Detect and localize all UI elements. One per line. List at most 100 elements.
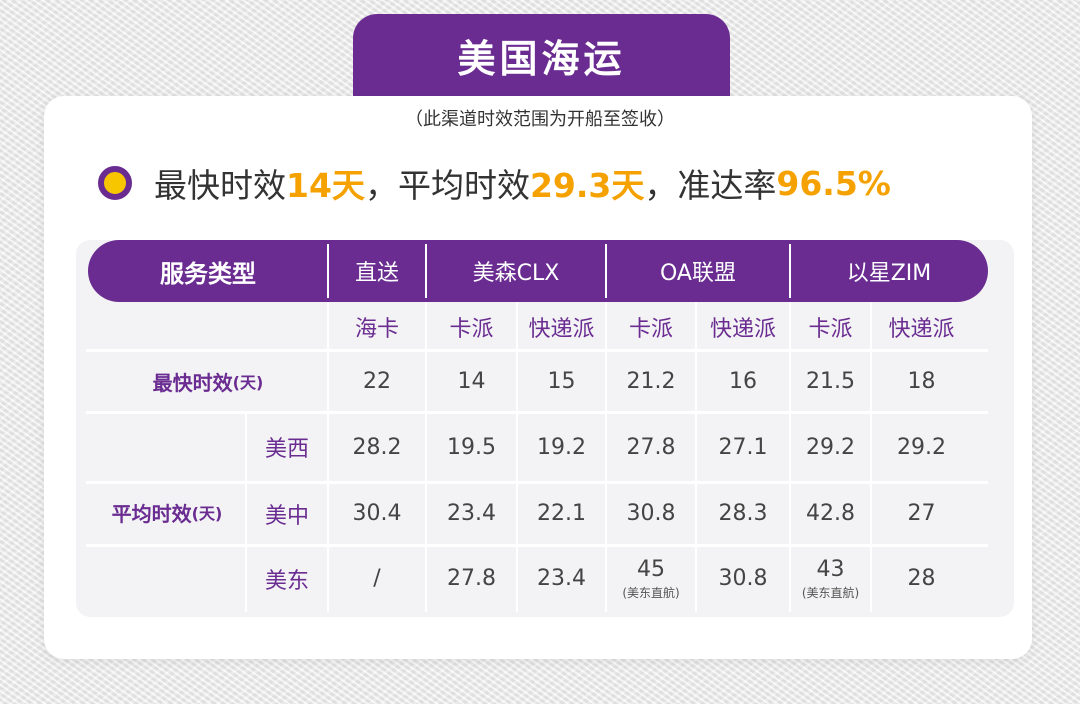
- header-divider: [605, 244, 607, 298]
- header-cell: 美森CLX: [472, 261, 560, 286]
- fastest-value-cell: 15: [547, 368, 576, 394]
- header-cell: 服务类型: [160, 259, 256, 288]
- row-label-unit: (天): [191, 504, 223, 523]
- value-text: 29.2: [897, 434, 946, 460]
- row-divider: [86, 411, 988, 414]
- value-text: 45: [637, 556, 665, 582]
- value-text: 27.1: [718, 434, 768, 460]
- fastest-value-cell: 21.2: [626, 368, 676, 394]
- average-value-cell: 28.3: [696, 482, 790, 545]
- value-text: 28.2: [352, 434, 402, 460]
- fastest-value-cell: 22: [363, 368, 391, 394]
- subheader-cell: 卡派: [449, 317, 494, 342]
- average-value-cell: 30.8: [606, 482, 696, 545]
- column-divider: [425, 302, 427, 612]
- fastest-value-cell: 16: [729, 368, 757, 394]
- average-value-cell: 23.4: [426, 482, 517, 545]
- value-text: 43: [816, 556, 845, 582]
- subheader-cell: 快递派: [709, 317, 776, 342]
- value-text: 42.8: [806, 501, 855, 526]
- column-divider: [605, 302, 607, 612]
- average-value-cell: 19.5: [426, 412, 517, 482]
- bullet-icon: [98, 166, 132, 200]
- row-label-average: 平均时效 (天): [88, 412, 246, 612]
- value-text: 30.8: [626, 501, 676, 526]
- summary-average-value: 29.3天: [529, 166, 645, 205]
- region-label: 美西: [264, 437, 309, 462]
- average-value-cell: 28: [871, 545, 972, 612]
- subheader-cell: 快递派: [888, 317, 955, 342]
- value-text: 23.4: [447, 501, 496, 526]
- column-divider: [245, 412, 247, 612]
- row-label-unit: (天): [232, 373, 264, 392]
- value-note: (美东直航): [622, 585, 680, 600]
- column-divider: [789, 302, 791, 612]
- row-divider: [86, 349, 988, 352]
- subheader-cell: 快递派: [528, 317, 595, 342]
- average-value-cell: 43 (美东直航): [790, 545, 871, 612]
- value-text: 28: [907, 566, 936, 591]
- value-text: 19.2: [537, 434, 586, 460]
- row-label-fastest: 最快时效 (天): [88, 350, 328, 412]
- subtitle: （此渠道时效范围为开船至签收）: [405, 109, 675, 130]
- value-note: (美东直航): [801, 585, 860, 600]
- column-divider: [327, 302, 329, 612]
- header-cell: 直送: [354, 261, 399, 286]
- transit-time-table: 服务类型 直送 美森CLX OA联盟 以星ZIM 海卡 卡派 快递派 卡派 快递派 卡派 快递派最快时…: [76, 240, 1014, 617]
- value-text: 27.8: [447, 566, 496, 591]
- summary-average-label: ，平均时效: [364, 166, 530, 205]
- column-divider: [870, 302, 872, 612]
- header-divider: [327, 244, 329, 298]
- page-title: 美国海运: [353, 14, 730, 96]
- subheader-cell: 卡派: [628, 317, 673, 342]
- summary-line: 最快时效 14天 ，平均时效 29.3天 ，准达率 96.5%: [98, 160, 891, 206]
- average-value-cell: 45 (美东直航): [606, 545, 696, 612]
- value-text: 30.4: [352, 501, 402, 526]
- row-label-text: 最快时效: [152, 370, 233, 395]
- header-divider: [425, 244, 427, 298]
- value-text: 28.3: [718, 501, 768, 526]
- summary-rate-value: 96.5%: [776, 163, 891, 203]
- column-divider: [516, 302, 518, 612]
- table-header-bar: [88, 240, 988, 302]
- summary-fastest-label: 最快时效: [154, 166, 286, 205]
- average-value-cell: 30.4: [328, 482, 426, 545]
- average-value-cell: 27.8: [606, 412, 696, 482]
- average-value-cell: 42.8: [790, 482, 871, 545]
- average-value-cell: 30.8: [696, 545, 790, 612]
- value-text: 27: [907, 501, 936, 526]
- subheader-cell: 卡派: [808, 317, 853, 342]
- average-value-cell: 22.1: [517, 482, 606, 545]
- average-value-cell: 19.2: [517, 412, 606, 482]
- row-label-text: 平均时效: [111, 501, 192, 526]
- row-divider: [86, 544, 988, 547]
- value-text: /: [373, 566, 381, 591]
- fastest-value-cell: 18: [907, 368, 936, 394]
- value-text: 22.1: [537, 501, 586, 526]
- average-value-cell: 23.4: [517, 545, 606, 612]
- region-label: 美中: [264, 503, 309, 529]
- average-value-cell: /: [328, 545, 426, 612]
- header-divider: [789, 244, 791, 298]
- fastest-value-cell: 14: [457, 368, 486, 394]
- row-divider: [86, 481, 988, 484]
- column-divider: [695, 302, 697, 612]
- average-value-cell: 28.2: [328, 412, 426, 482]
- subheader-cell: 海卡: [354, 317, 399, 342]
- average-value-cell: 27: [871, 482, 972, 545]
- value-text: 19.5: [447, 434, 496, 460]
- value-text: 29.2: [806, 434, 855, 460]
- average-value-cell: 29.2: [790, 412, 871, 482]
- value-text: 27.8: [626, 434, 676, 460]
- region-label: 美东: [264, 568, 309, 594]
- header-cell: 以星ZIM: [846, 261, 932, 286]
- value-text: 30.8: [718, 566, 768, 591]
- average-value-cell: 29.2: [871, 412, 972, 482]
- header-cell: OA联盟: [660, 261, 736, 286]
- summary-fastest-value: 14天: [286, 166, 365, 205]
- average-value-cell: 27.1: [696, 412, 790, 482]
- average-value-cell: 27.8: [426, 545, 517, 612]
- fastest-value-cell: 21.5: [806, 368, 855, 394]
- value-text: 23.4: [537, 566, 586, 591]
- summary-rate-label: ，准达率: [644, 166, 777, 205]
